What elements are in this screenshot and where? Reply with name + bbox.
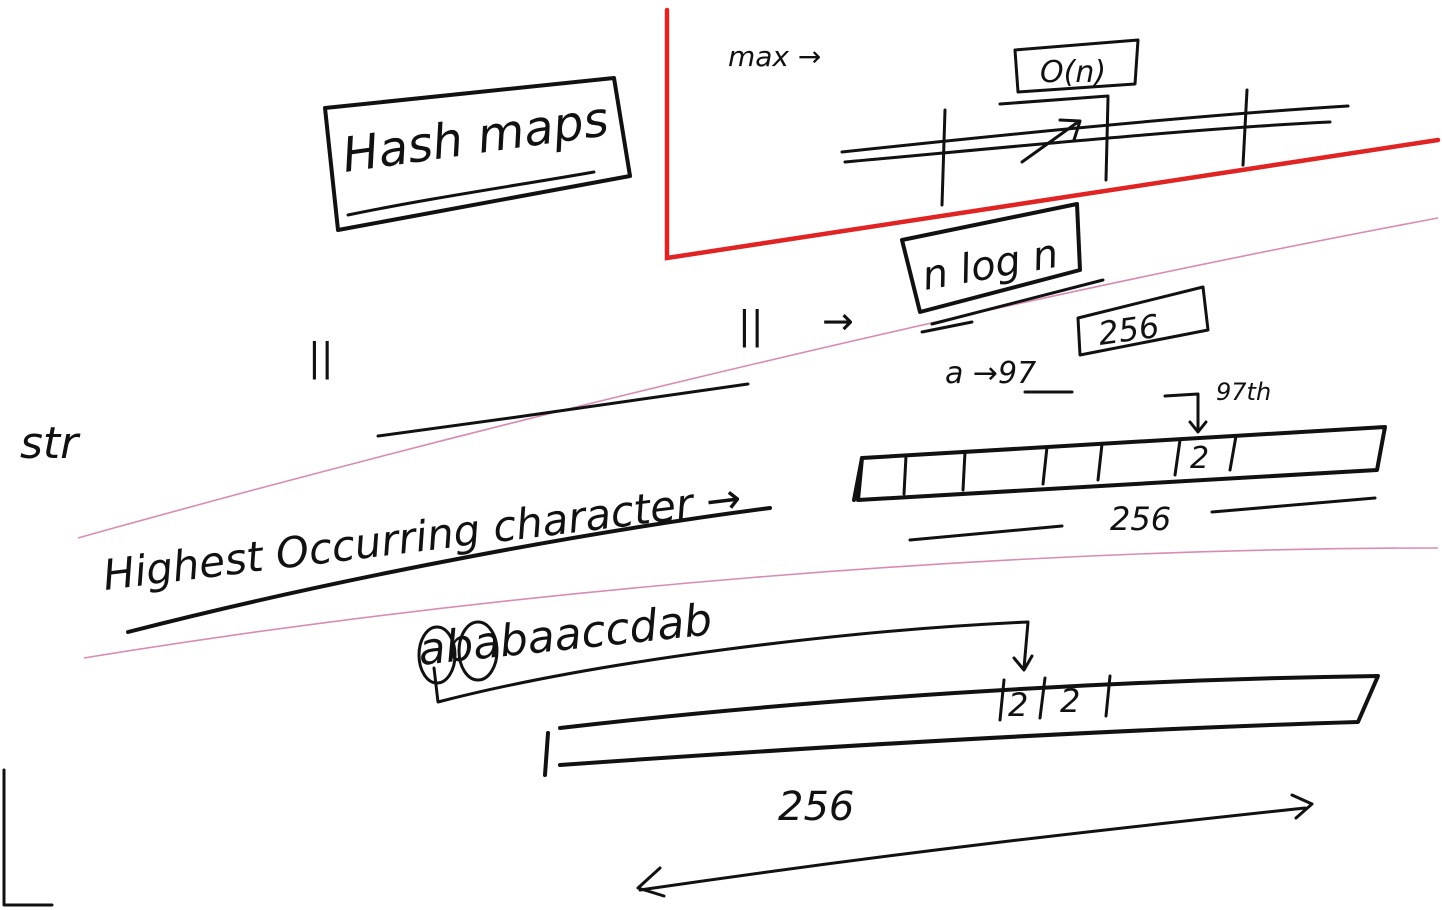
hash-maps-underline	[346, 170, 596, 217]
size-256-box	[1076, 285, 1210, 357]
size-256-span-label: 256	[1110, 500, 1171, 538]
array-cell-divider-3	[1041, 445, 1049, 486]
sample-bracket	[432, 620, 1034, 704]
bottom-array-outline	[558, 674, 1380, 767]
array-cell-divider-4	[1096, 442, 1104, 482]
track-tick-1	[940, 108, 947, 207]
max-label: max →	[728, 40, 821, 73]
size-256-span-right	[1210, 496, 1377, 514]
hash-maps-title: Hash maps	[339, 91, 612, 184]
bottom-cell-divider-2	[1038, 676, 1047, 720]
track-line-bottom	[843, 120, 1332, 164]
array-cell-value: 2	[1190, 441, 1209, 476]
a-to-97-label: a →97	[945, 356, 1036, 391]
array-base-stroke	[852, 456, 864, 502]
ruled-line-1	[77, 217, 1439, 539]
sample-circle-b	[457, 620, 499, 682]
o-n-label: O(n)	[1040, 55, 1106, 90]
size-256-box-label: 256	[1096, 307, 1162, 353]
highest-occurring-heading: Highest Occurring character →	[100, 473, 744, 600]
track-tick-3	[1241, 88, 1249, 167]
double-arrow-span	[636, 793, 1314, 898]
bottom-cell-b-value: 2	[1060, 682, 1080, 720]
array-cell-divider-1	[902, 454, 908, 496]
bottom-array-left-stroke	[543, 731, 550, 777]
array-cell-divider-5	[1173, 438, 1182, 477]
hash-maps-box	[323, 76, 632, 232]
bottom-cell-a-value: 2	[1008, 686, 1028, 724]
o-n-box	[1013, 38, 1140, 94]
equals-mark-1: ||	[308, 335, 334, 380]
array-cell-divider-6	[1228, 434, 1238, 472]
o-n-underline	[998, 94, 1110, 106]
track-arrow	[1020, 118, 1082, 164]
array-cell-divider-2	[961, 450, 967, 492]
equals-arrow: →	[822, 299, 854, 343]
str-label: str	[20, 418, 81, 469]
array-256-outline	[856, 425, 1387, 502]
str-line	[376, 382, 750, 438]
red-highlight-box	[664, 7, 1441, 261]
pointer-97th	[1163, 392, 1208, 434]
highest-occurring-underline	[126, 506, 772, 634]
bottom-cell-divider-3	[1104, 674, 1112, 718]
size-256-bottom-label: 256	[778, 784, 854, 830]
equals-mark-2: ||	[738, 303, 764, 348]
track-tick-2	[1104, 96, 1110, 182]
size-256-span-left	[908, 524, 1064, 542]
n-log-n-label: n log n	[919, 231, 1062, 300]
ruled-line-2	[83, 547, 1439, 659]
left-edge-mark	[2, 768, 54, 907]
n-log-n-underline	[920, 278, 1105, 334]
index-97th-label: 97th	[1216, 378, 1271, 406]
track-line-top	[840, 104, 1350, 154]
bottom-cell-divider-1	[998, 678, 1006, 722]
n-log-n-box	[900, 202, 1082, 314]
